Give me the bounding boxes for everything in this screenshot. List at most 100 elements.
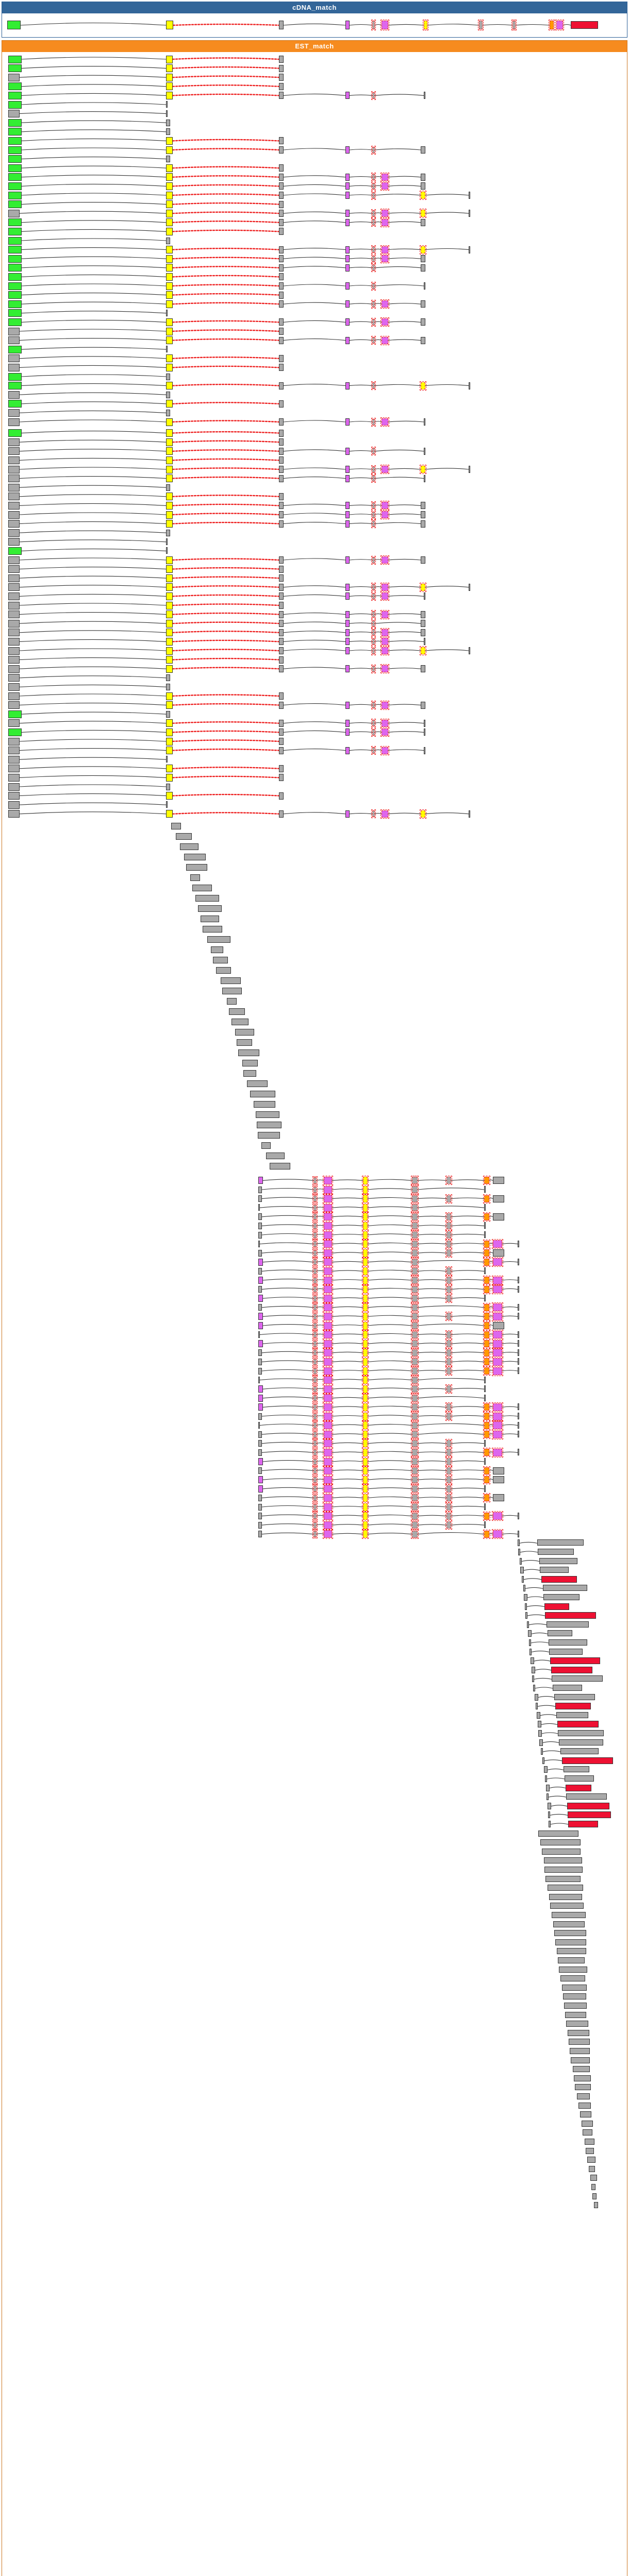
intron [489,1361,493,1362]
intron [283,613,346,615]
exon-block-alt35 [166,728,173,736]
intron [21,238,167,241]
intron [417,1497,447,1498]
intron [19,639,167,642]
exon-block-exon [8,619,20,628]
intron [367,1297,412,1299]
intron [19,494,167,497]
exon-block-alt3-es [483,1194,490,1204]
intron [417,1188,485,1190]
intron [283,649,346,651]
exon-block-exon-es [371,809,376,819]
exon-block-alt3-es [483,1412,490,1421]
exon-block-alt35-es [362,1257,369,1267]
intron [332,1233,363,1235]
exon-block-terminus [518,1413,519,1419]
intron [261,1532,314,1535]
exon-block-alt35 [166,227,173,235]
exon-block-term [568,1821,598,1827]
intron [316,1497,324,1498]
exon-block-alt35-es [362,1511,369,1521]
intron [388,504,421,506]
exon-block-exon [258,1413,262,1420]
intron [388,420,424,422]
exon-block-alt5-es [380,745,389,755]
intron [332,1261,363,1263]
intron [262,1342,314,1344]
exon-block-exon [8,801,20,809]
intron [374,222,382,223]
intron [367,1351,412,1353]
exon-block-exon [279,255,284,263]
exon-block-alt35-es [420,465,426,474]
intron [349,632,373,633]
exon-block-alt35 [166,82,173,91]
exon-block-exon [279,264,284,272]
intron [332,1524,363,1526]
exon-block-alt35 [166,511,173,519]
exon-block-alt5-es [323,1202,333,1213]
exon-block-alt3-es [483,1430,490,1439]
exon-block-alt35 [166,200,173,209]
exon-block-exon [8,692,20,700]
exon-block-exon [279,810,284,818]
intron [332,1415,363,1417]
intron [19,703,167,706]
exon-block-exon [279,738,284,745]
exon-block-terminus [166,309,168,316]
exon-block-exon [261,1142,271,1149]
intron [261,1233,314,1235]
intron [349,668,373,669]
exon-block-term [567,1802,609,1809]
intron [316,1325,324,1326]
exon-block-exon-es [312,1484,318,1494]
intron-es [172,476,280,479]
intron [349,514,373,515]
intron [21,84,167,87]
exon-block-init [8,227,22,235]
exon-block-exon [548,1802,551,1809]
intron [261,1469,314,1471]
intron [528,1623,547,1625]
exon-block-exon [279,574,284,582]
exon-block-exon [493,1249,504,1257]
exon-block-exon-es [312,1357,318,1366]
exon-block-exon-es [312,1348,318,1358]
exon-block-exon [250,1091,275,1098]
exon-block-exon [190,874,200,882]
exon-block-terminus [469,192,470,199]
intron [332,1397,363,1399]
intron [283,193,346,196]
exon-block-exon [548,1811,550,1819]
exon-block-exon [547,1621,589,1628]
intron [316,1443,324,1444]
intron-es [172,694,280,697]
intron [261,1505,314,1507]
exon-block-term [545,1612,596,1619]
intron [332,1433,363,1435]
exon-block-exon [8,656,20,664]
exon-block-exon [258,1213,262,1221]
exon-block-exon-es [312,1412,318,1421]
intron [21,401,167,404]
intron [21,548,167,551]
intron [349,258,373,259]
exon-block-exon [254,1101,275,1108]
exon-block-alt35 [166,246,173,254]
intron [262,1279,314,1281]
exon-block-term [551,1666,592,1673]
exon-block-terminus [518,1303,519,1311]
exon-block-exon [258,1358,262,1365]
exon-block-alt35 [166,456,173,464]
exon-block-terminus [518,1512,519,1519]
exon-block-alt5-es [323,1284,333,1295]
exon-block-alt5-es [323,1348,333,1358]
exon-block-exon-es [411,1412,419,1421]
intron [417,1252,447,1253]
exon-block-alt5-es [492,1420,503,1431]
exon-block-exon [166,683,170,690]
exon-block-exon-es [371,281,376,291]
exon-block-alt35-es [362,1293,369,1303]
intron [367,1197,412,1199]
exon-block-exon-es [445,1230,452,1240]
